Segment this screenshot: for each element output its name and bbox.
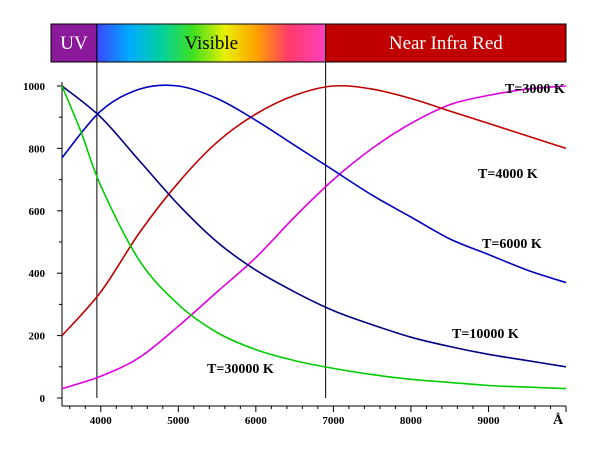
x-axis-unit: Å	[553, 412, 564, 428]
y-tick-label-200: 200	[29, 331, 46, 343]
series-line-t-30000-k	[61, 85, 567, 390]
series-label-t-6000-k: T=6000 K	[482, 237, 542, 252]
band-label-visible: Visible	[184, 33, 238, 54]
series-label-t-4000-k: T=4000 K	[478, 167, 538, 182]
x-tick-label-6000: 6000	[245, 415, 268, 427]
x-tick-label-7000: 7000	[322, 415, 345, 427]
series-lines	[61, 84, 567, 390]
series-label-t-3000-k: T=3000 K	[505, 82, 565, 97]
band-label-near-infra-red: Near Infra Red	[389, 33, 503, 54]
y-tick-label-1000: 1000	[23, 81, 46, 93]
x-tick-label-5000: 5000	[167, 415, 190, 427]
x-tick-label-4000: 4000	[90, 415, 113, 427]
series-labels: T=3000 K T=4000 K T=6000 K T=10000 K T=30000…	[207, 82, 565, 377]
y-tick-label-0: 0	[40, 393, 46, 405]
y-tick-label-600: 600	[29, 206, 46, 218]
x-tick-label-8000: 8000	[400, 415, 423, 427]
spectrum-bands: UV Visible Near Infra Red	[50, 23, 567, 398]
axes: 4000 5000 6000 7000 8000 9000 0 200 400 600 800 100…	[23, 81, 567, 428]
series-label-t-30000-k: T=30000 K	[207, 362, 274, 377]
series-label-t-10000-k: T=10000 K	[452, 327, 519, 342]
series-line-t-3000-k	[61, 85, 567, 390]
band-label-uv: UV	[60, 33, 88, 54]
series-line-t-4000-k	[61, 84, 567, 337]
y-tick-label-800: 800	[29, 143, 46, 155]
band-uv	[50, 23, 98, 63]
x-tick-label-9000: 9000	[477, 415, 500, 427]
band-visible	[96, 23, 327, 63]
y-tick-label-400: 400	[29, 268, 46, 280]
band-near-infra-red	[325, 23, 567, 63]
series-line-t-10000-k	[61, 85, 567, 368]
series-line-t-6000-k	[61, 84, 567, 284]
